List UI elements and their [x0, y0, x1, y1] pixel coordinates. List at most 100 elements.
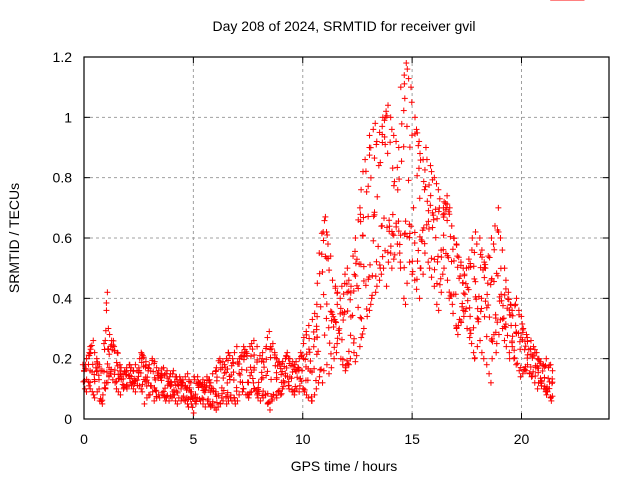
y-tick-label: 1 — [64, 109, 72, 125]
data-point — [259, 374, 266, 381]
data-point — [477, 337, 484, 344]
data-point — [174, 400, 181, 407]
data-point — [470, 263, 477, 270]
data-point — [298, 378, 305, 385]
data-point — [339, 361, 346, 368]
data-point — [224, 379, 231, 386]
data-point — [422, 144, 429, 151]
data-point — [162, 385, 169, 392]
data-point — [318, 251, 325, 258]
data-point — [486, 314, 493, 321]
data-point — [246, 391, 253, 398]
data-point — [455, 254, 462, 261]
data-point — [519, 370, 526, 377]
data-point — [372, 289, 379, 296]
data-point — [447, 233, 454, 240]
data-point — [132, 361, 139, 368]
data-point — [509, 307, 516, 314]
chart-title: Day 208 of 2024, SRMTID for receiver gvi… — [213, 18, 476, 34]
data-point — [304, 377, 311, 384]
data-point — [468, 340, 475, 347]
data-point — [512, 322, 519, 329]
data-point — [306, 335, 313, 342]
data-point — [305, 346, 312, 353]
data-point — [427, 162, 434, 169]
data-point — [433, 280, 440, 287]
data-point — [385, 259, 392, 266]
data-point — [410, 204, 417, 211]
data-point — [325, 324, 332, 331]
data-point — [103, 307, 110, 314]
data-point — [215, 357, 222, 364]
data-point — [502, 277, 509, 284]
data-point — [140, 354, 147, 361]
data-point — [426, 181, 433, 188]
data-point — [171, 391, 178, 398]
data-point — [363, 305, 370, 312]
data-point — [338, 283, 345, 290]
data-point — [104, 345, 111, 352]
data-point — [357, 314, 364, 321]
data-point — [249, 346, 256, 353]
data-point — [378, 223, 385, 230]
data-point — [344, 308, 351, 315]
data-point — [398, 158, 405, 165]
data-point — [230, 369, 237, 376]
data-point — [193, 398, 200, 405]
data-point — [257, 397, 264, 404]
data-point — [431, 174, 438, 181]
data-point — [248, 340, 255, 347]
data-point — [441, 265, 448, 272]
data-point — [438, 254, 445, 261]
data-point — [415, 142, 422, 149]
data-point — [494, 272, 501, 279]
data-point — [381, 215, 388, 222]
data-point — [225, 349, 232, 356]
data-point — [439, 271, 446, 278]
data-point — [356, 204, 363, 211]
data-point — [485, 253, 492, 260]
data-point — [317, 366, 324, 373]
data-point — [97, 367, 104, 374]
data-point — [474, 315, 481, 322]
data-point — [449, 301, 456, 308]
data-point — [408, 223, 415, 230]
data-point — [401, 95, 408, 102]
data-point — [96, 363, 103, 370]
data-point — [495, 331, 502, 338]
data-point — [464, 325, 471, 332]
data-point — [126, 372, 133, 379]
data-point — [289, 363, 296, 370]
data-point — [495, 228, 502, 235]
data-point — [113, 359, 120, 366]
data-point — [355, 304, 362, 311]
data-point — [421, 240, 428, 247]
data-point — [331, 344, 338, 351]
data-point — [374, 193, 381, 200]
data-point — [220, 375, 227, 382]
data-point — [486, 254, 493, 261]
data-point — [396, 241, 403, 248]
data-point — [308, 393, 315, 400]
data-point — [423, 221, 430, 228]
data-point — [367, 144, 374, 151]
data-point — [491, 222, 498, 229]
data-point — [316, 373, 323, 380]
data-point — [215, 403, 222, 410]
data-point — [189, 404, 196, 411]
data-point — [273, 369, 280, 376]
data-point — [323, 361, 330, 368]
data-point — [151, 360, 158, 367]
data-point — [363, 188, 370, 195]
data-point — [384, 150, 391, 157]
data-point — [367, 174, 374, 181]
data-point — [231, 394, 238, 401]
data-point — [219, 390, 226, 397]
data-point — [87, 379, 94, 386]
data-point — [511, 354, 518, 361]
data-point — [424, 198, 431, 205]
data-point — [221, 361, 228, 368]
data-point — [250, 366, 257, 373]
data-point — [516, 367, 523, 374]
